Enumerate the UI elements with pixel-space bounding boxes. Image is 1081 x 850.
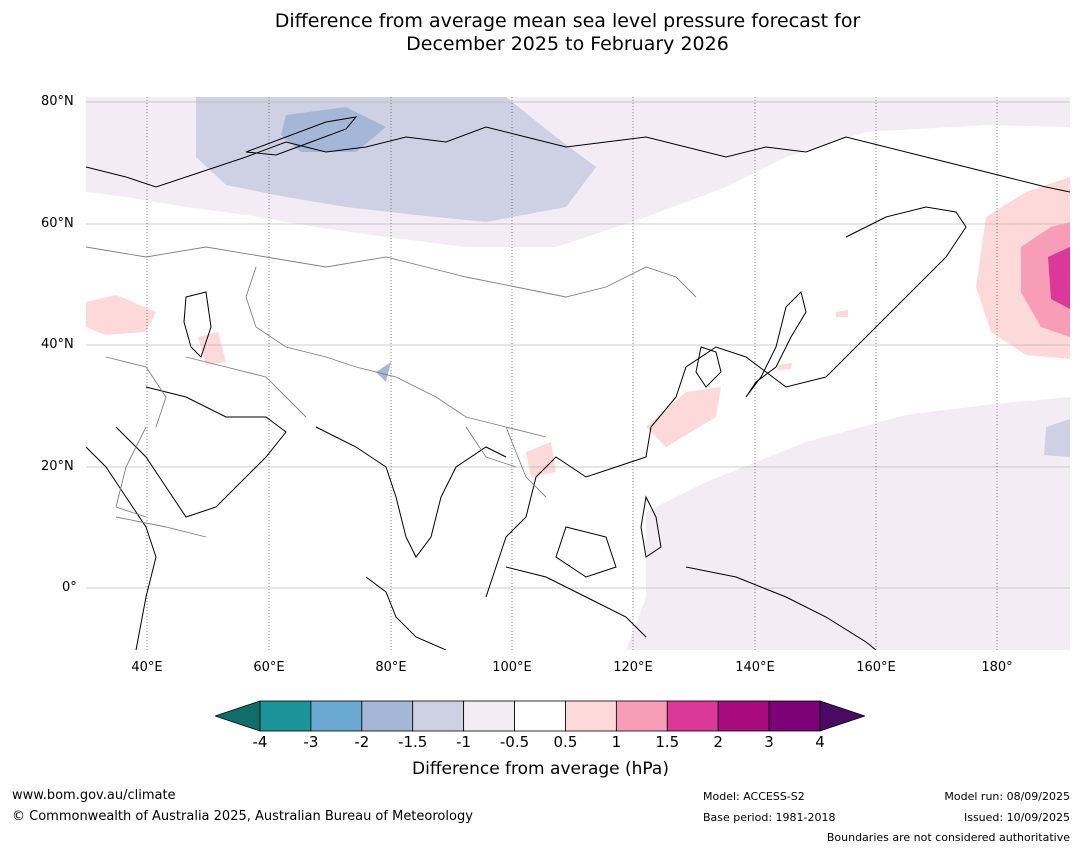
pressure-anomaly-map (86, 97, 1070, 650)
colorbar-segment (514, 700, 566, 732)
lat-label-20n: 20°N (41, 459, 74, 474)
lat-label-40n: 40°N (41, 337, 74, 352)
colorbar-segment (310, 700, 363, 732)
map-title: Difference from average mean sea level p… (0, 10, 1081, 56)
lon-label-120e: 120°E (613, 660, 653, 675)
colorbar-tick-label: -0.5 (499, 733, 530, 751)
base-period: Base period: 1981-2018 (703, 811, 836, 824)
country-borders (86, 246, 697, 538)
lon-label-160e: 160°E (856, 660, 896, 675)
coastlines (86, 116, 1070, 650)
colorbar-tick-label: 0.5 (553, 733, 578, 751)
colorbar-segment (717, 700, 770, 732)
colorbar-ticks: -4 -3 -2 -1.5 -1 -0.5 0.5 1 1.5 2 3 4 (0, 733, 1081, 753)
colorbar-segment (615, 700, 668, 732)
colorbar-segment (412, 700, 465, 732)
map-canvas (86, 97, 1070, 650)
anomaly-fill-positive (86, 177, 1070, 477)
colorbar-tick-label: 1 (611, 733, 622, 751)
colorbar-tick-label: -4 (252, 733, 268, 751)
colorbar-segment (463, 700, 515, 732)
colorbar-tick-label: 4 (815, 733, 825, 751)
lon-label-100e: 100°E (492, 660, 532, 675)
title-line-2: December 2025 to February 2026 (406, 33, 729, 55)
graticule (86, 101, 1070, 589)
colorbar-segment (361, 700, 414, 732)
lat-label-80n: 80°N (41, 94, 74, 109)
colorbar-segments (215, 700, 865, 732)
anomaly-fill-pacific (626, 397, 1070, 650)
colorbar-tick-label: 1.5 (655, 733, 680, 751)
colorbar-tick-label: 2 (713, 733, 723, 751)
copyright-text: © Commonwealth of Australia 2025, Austra… (12, 809, 473, 824)
lon-label-140e: 140°E (735, 660, 775, 675)
colorbar-segment (565, 700, 617, 732)
lat-label-60n: 60°N (41, 216, 74, 231)
model-name: Model: ACCESS-S2 (703, 790, 805, 803)
colorbar-tick-label: -1.5 (398, 733, 428, 751)
website-link[interactable]: www.bom.gov.au/climate (12, 788, 176, 803)
meridians (146, 97, 998, 650)
colorbar-label: Difference from average (hPa) (412, 759, 669, 779)
issued-date: Issued: 10/09/2025 (963, 811, 1070, 824)
title-line-1: Difference from average mean sea level p… (274, 10, 861, 32)
colorbar-segment (819, 700, 865, 732)
model-run-date: Model run: 08/09/2025 (944, 790, 1070, 803)
lon-label-60e: 60°E (253, 660, 285, 675)
lon-label-80e: 80°E (375, 660, 407, 675)
colorbar-tick-label: -2 (354, 733, 370, 751)
colorbar-segment (259, 700, 312, 732)
colorbar-segment (666, 700, 719, 732)
lon-label-180: 180° (981, 660, 1013, 675)
boundaries-disclaimer: Boundaries are not considered authoritat… (826, 831, 1070, 844)
colorbar-tick-label: -3 (303, 733, 319, 751)
lon-label-40e: 40°E (131, 660, 163, 675)
colorbar-segment (768, 700, 821, 732)
colorbar (215, 700, 865, 732)
lat-label-0: 0° (62, 580, 77, 595)
colorbar-segment (215, 700, 261, 732)
colorbar-tick-label: -1 (456, 733, 472, 751)
colorbar-tick-label: 3 (764, 733, 774, 751)
